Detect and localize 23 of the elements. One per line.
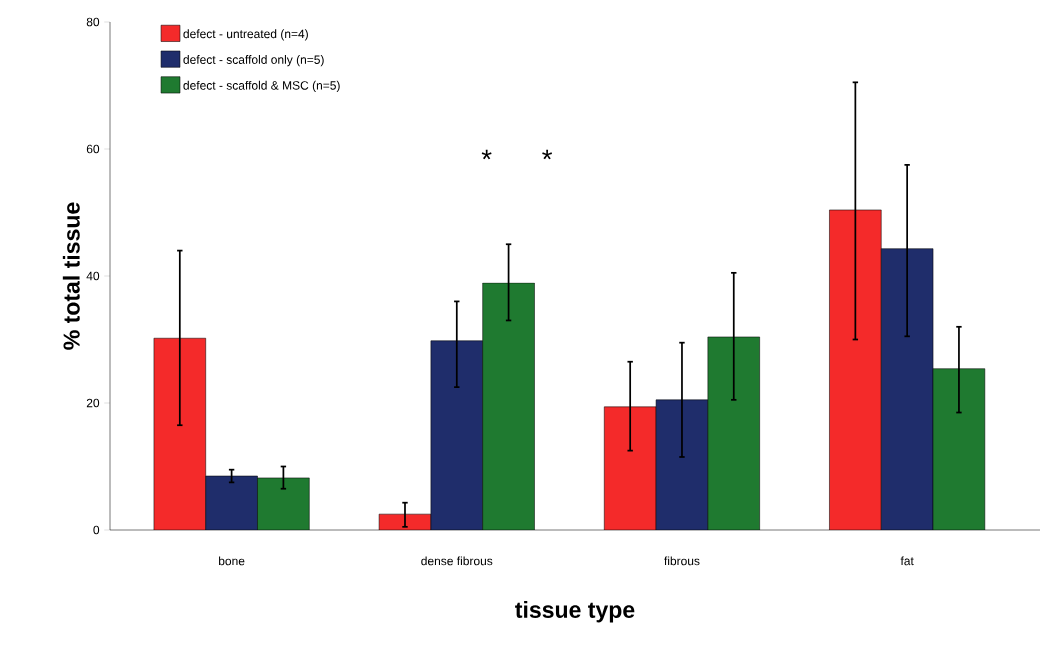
bar bbox=[257, 477, 310, 530]
bar bbox=[932, 368, 986, 530]
y-tick-label: 0 bbox=[93, 525, 100, 535]
legend-label: defect - untreated (n=4) bbox=[183, 29, 308, 41]
bar bbox=[707, 336, 760, 530]
x-tick-label: fat bbox=[900, 556, 914, 566]
x-axis-title: tissue type bbox=[515, 601, 635, 623]
y-tick-label: 80 bbox=[86, 17, 100, 27]
y-tick-label: 60 bbox=[86, 144, 100, 154]
bar bbox=[153, 338, 206, 530]
y-axis-title: % total tissue bbox=[62, 202, 80, 350]
annotation: * bbox=[481, 149, 492, 160]
legend-label: defect - scaffold & MSC (n=5) bbox=[183, 80, 340, 93]
bar bbox=[482, 282, 535, 530]
x-tick-label: fibrous bbox=[664, 556, 700, 566]
x-tick-label: dense fibrous bbox=[421, 556, 493, 566]
bar bbox=[829, 209, 882, 530]
bar bbox=[604, 406, 657, 530]
legend-label: defect - scaffold only (n=5) bbox=[183, 55, 324, 67]
y-tick-label: 40 bbox=[86, 271, 100, 281]
y-tick-label: 20 bbox=[86, 398, 100, 408]
x-tick-label: bone bbox=[219, 556, 245, 566]
annotation: * bbox=[542, 149, 553, 160]
